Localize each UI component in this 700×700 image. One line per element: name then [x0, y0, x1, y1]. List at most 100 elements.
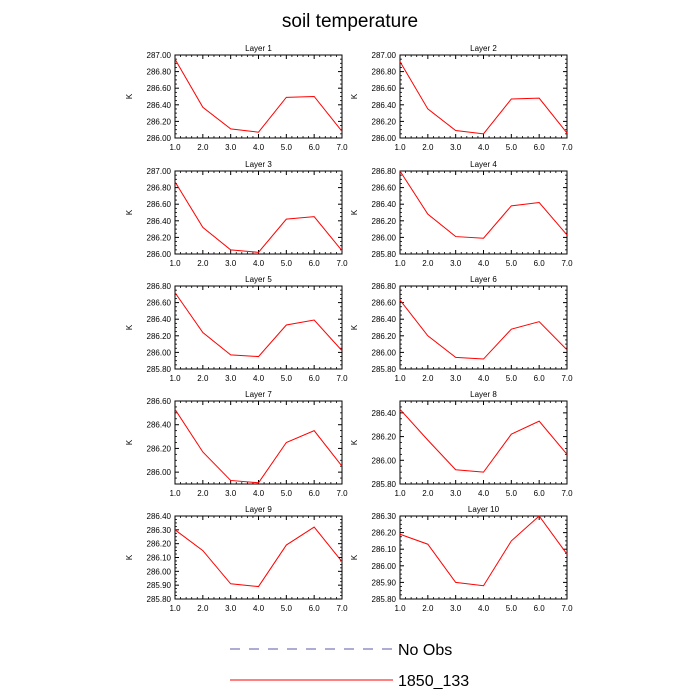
series-line [399, 299, 568, 360]
x-tick-label: 1.0 [169, 374, 181, 383]
plot-frame [399, 54, 568, 139]
y-tick-label: 286.40 [147, 512, 172, 521]
x-tick-label: 2.0 [197, 259, 209, 268]
y-axis-label: K [125, 439, 134, 445]
y-tick-label: 286.60 [372, 84, 397, 93]
x-tick-label: 2.0 [422, 143, 434, 152]
panel-title: Layer 8 [470, 390, 497, 399]
x-tick-label: 1.0 [394, 374, 406, 383]
series-line [174, 526, 343, 588]
y-tick-label: 287.00 [147, 51, 172, 60]
panel-title: Layer 1 [245, 44, 272, 53]
y-tick-label: 286.40 [372, 101, 397, 110]
x-tick-label: 1.0 [394, 259, 406, 268]
y-tick-label: 286.20 [372, 433, 397, 442]
y-tick-label: 286.60 [372, 184, 397, 193]
x-tick-label: 3.0 [225, 489, 237, 498]
series-line [399, 61, 568, 135]
y-tick-label: 286.00 [147, 250, 172, 259]
x-tick-label: 3.0 [450, 143, 462, 152]
y-tick-label: 286.20 [147, 117, 172, 126]
y-tick-label: 286.60 [147, 397, 172, 406]
x-tick-label: 7.0 [336, 143, 348, 152]
x-tick-label: 6.0 [534, 143, 546, 152]
x-tick-label: 1.0 [394, 143, 406, 152]
y-tick-label: 286.20 [372, 332, 397, 341]
x-tick-label: 4.0 [253, 604, 265, 613]
y-tick-label: 285.90 [372, 578, 397, 587]
panel-title: Layer 10 [468, 505, 500, 514]
x-tick-label: 5.0 [281, 374, 293, 383]
panel-title: Layer 5 [245, 275, 272, 284]
y-axis-label: K [350, 324, 359, 330]
y-tick-label: 285.80 [372, 250, 397, 259]
y-tick-label: 286.40 [372, 200, 397, 209]
x-tick-label: 4.0 [253, 143, 265, 152]
panel-layer-8: Layer 8 K 1.0 2.0 3.0 4.0 5.0 6.0 7.0 285.80 286.0… [350, 390, 573, 498]
y-tick-label: 285.90 [147, 581, 172, 590]
y-tick-label: 286.30 [372, 512, 397, 521]
series-line [399, 515, 568, 587]
legend-label: No Obs [398, 642, 452, 659]
y-axis-label: K [350, 93, 359, 99]
x-tick-label: 4.0 [253, 489, 265, 498]
y-tick-label: 286.20 [372, 117, 397, 126]
x-tick-label: 1.0 [394, 604, 406, 613]
y-tick-label: 286.00 [372, 233, 397, 242]
x-tick-label: 4.0 [478, 489, 490, 498]
y-axis-label: K [125, 93, 134, 99]
y-tick-label: 286.00 [147, 468, 172, 477]
y-tick-label: 286.60 [372, 299, 397, 308]
x-tick-label: 2.0 [197, 374, 209, 383]
y-tick-label: 286.80 [147, 184, 172, 193]
y-tick-label: 285.80 [372, 365, 397, 374]
y-tick-label: 286.40 [147, 421, 172, 430]
y-tick-label: 286.00 [372, 348, 397, 357]
series-line [174, 181, 343, 253]
panels-container: Layer 1 K 1.0 2.0 3.0 4.0 5.0 6.0 7.0 286.00 286.2… [125, 44, 573, 613]
panel-layer-10: Layer 10 K 1.0 2.0 3.0 4.0 5.0 6.0 7.0 285.80 285.… [350, 505, 573, 613]
panel-layer-4: Layer 4 K 1.0 2.0 3.0 4.0 5.0 6.0 7.0 285.80 286.0… [350, 160, 573, 268]
x-tick-label: 6.0 [309, 143, 321, 152]
x-tick-label: 4.0 [478, 143, 490, 152]
y-axis-label: K [125, 324, 134, 330]
x-tick-label: 1.0 [394, 489, 406, 498]
series-line [174, 292, 343, 358]
x-tick-label: 6.0 [534, 374, 546, 383]
x-tick-label: 2.0 [197, 143, 209, 152]
x-tick-label: 7.0 [561, 604, 573, 613]
x-tick-label: 3.0 [225, 374, 237, 383]
x-tick-label: 7.0 [561, 489, 573, 498]
x-tick-label: 7.0 [561, 374, 573, 383]
x-tick-label: 2.0 [422, 374, 434, 383]
x-tick-label: 3.0 [225, 604, 237, 613]
x-tick-label: 4.0 [253, 374, 265, 383]
x-tick-label: 4.0 [478, 604, 490, 613]
plot-frame [399, 515, 568, 600]
x-tick-label: 7.0 [561, 259, 573, 268]
series-line [174, 58, 343, 133]
figure-title: soil temperature [282, 11, 418, 32]
x-tick-label: 3.0 [450, 259, 462, 268]
series-line [399, 408, 568, 473]
plot-frame [399, 170, 568, 255]
x-tick-label: 5.0 [506, 374, 518, 383]
y-tick-label: 286.40 [147, 315, 172, 324]
y-tick-label: 286.20 [147, 540, 172, 549]
y-axis-label: K [125, 554, 134, 560]
x-tick-label: 7.0 [336, 489, 348, 498]
panel-title: Layer 9 [245, 505, 272, 514]
legend: No Obs 1850_133 [230, 642, 469, 690]
y-tick-label: 285.80 [372, 480, 397, 489]
y-tick-label: 285.80 [147, 365, 172, 374]
y-tick-label: 286.00 [372, 134, 397, 143]
x-tick-label: 2.0 [197, 604, 209, 613]
y-tick-label: 286.40 [372, 409, 397, 418]
plot-frame [399, 285, 568, 370]
legend-label: 1850_133 [398, 673, 469, 690]
x-tick-label: 6.0 [309, 489, 321, 498]
y-tick-label: 286.80 [147, 282, 172, 291]
x-tick-label: 3.0 [450, 604, 462, 613]
x-tick-label: 4.0 [253, 259, 265, 268]
x-tick-label: 7.0 [336, 604, 348, 613]
